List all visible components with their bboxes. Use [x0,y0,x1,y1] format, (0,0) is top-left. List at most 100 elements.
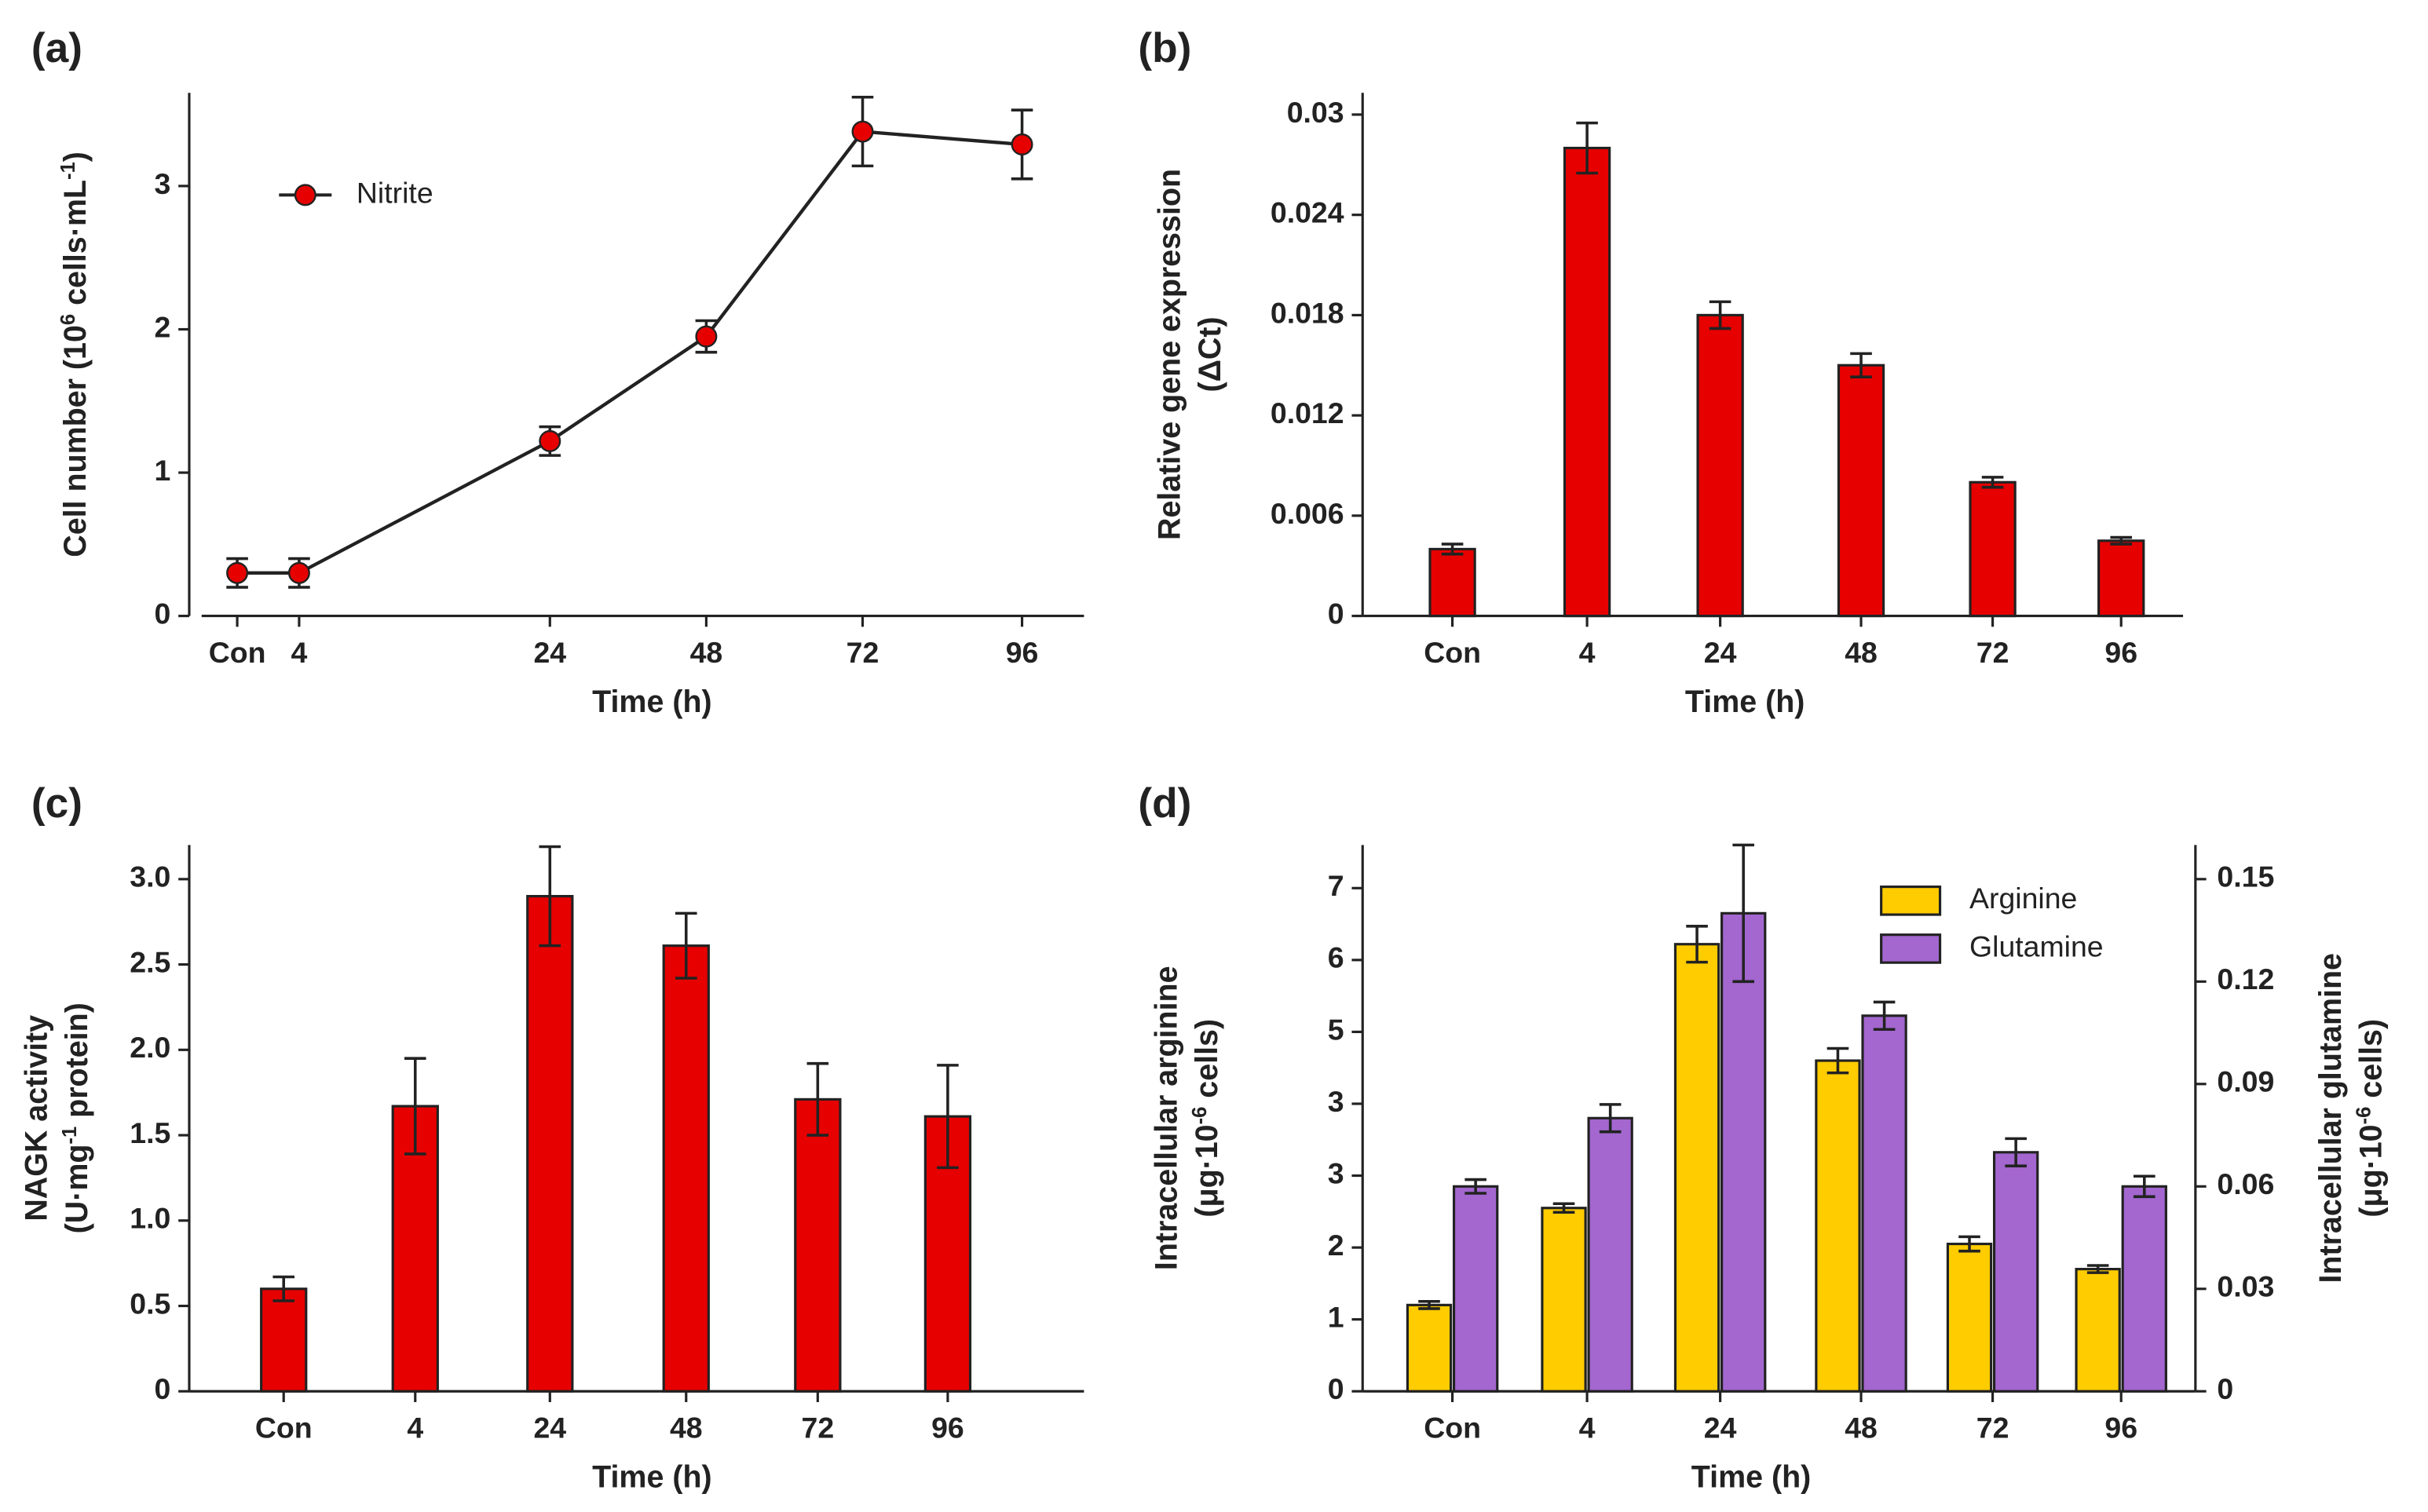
bar [1946,1242,1993,1393]
x-tick-label: 48 [1845,1411,1878,1444]
axis-title: (μg·10-6 cells) [1189,1019,1224,1218]
axis-title-part: Cell number (10 [58,325,93,557]
y-tick-label: 3 [154,167,170,200]
x-axis-title: Time (h) [1685,685,1805,719]
bar [1587,1116,1633,1393]
bar [1428,547,1476,618]
y-tick-label: 0.018 [1271,296,1344,329]
x-tick-label: 24 [533,636,566,669]
axis-title-superscript: -1 [57,162,79,180]
bar [2121,1185,2167,1393]
y-tick-label: 0 [154,1372,170,1405]
x-tick-label: 4 [1579,636,1596,669]
x-tick-label: 24 [1704,636,1737,669]
y-tick-label: 1 [154,454,170,487]
x-tick-label: 48 [690,636,723,669]
x-tick-label: Con [255,1411,313,1444]
axis-title-part: protein) [60,1003,94,1127]
axis-title-superscript: -6 [1189,1107,1211,1125]
x-tick-label: 24 [1704,1411,1737,1444]
panel-label: (c) [31,780,82,827]
axis-title-part: Relative gene expression [1153,169,1187,540]
axis-title: (ΔCt) [1193,316,1227,392]
bar [1696,313,1744,618]
y2-tick-label: 0 [2217,1372,2233,1405]
axis-title-part: cells) [1190,1019,1224,1107]
y-tick-label: 3 [1328,1085,1344,1118]
y-tick-label: 0.006 [1271,497,1344,530]
axis-title-part: cells·mL [58,180,93,314]
x-tick-label: Con [1424,636,1481,669]
axis-title: NAGK activity [20,1015,54,1222]
x-axis-title: Time (h) [592,1459,712,1494]
legend-swatch [1880,933,1942,964]
marker [851,120,874,143]
axis-title-part: (ΔCt) [1193,316,1227,392]
y2-tick-label: 0.09 [2217,1065,2274,1098]
x-tick-label: Con [209,636,266,669]
x-tick-label: 48 [1845,636,1878,669]
panel-label: (d) [1138,780,1191,827]
legend-label: Nitrite [357,176,433,209]
axis-title-part: Intracellular arginine [1150,966,1184,1270]
y2-tick-label: 0.15 [2217,860,2274,893]
x-tick-label: 4 [1579,1411,1596,1444]
y-tick-label: 2 [1328,1229,1344,1262]
x-tick-label: 96 [931,1411,964,1444]
line [237,130,1022,575]
y-tick-label: 0.5 [130,1287,170,1320]
axis-title-superscript: -1 [59,1127,81,1145]
x-tick-label: 72 [847,636,879,669]
y-tick-label: 0.024 [1271,196,1344,229]
marker [695,325,718,348]
axis-title: (μg·10-6 cells) [2353,1019,2388,1218]
x-tick-label: 96 [1006,636,1039,669]
bar [1837,363,1885,618]
axis-title-part: (μg·10 [2353,1124,2388,1217]
legend-label: Arginine [1969,882,2077,915]
axis-title: Intracellular glutamine [2313,953,2348,1283]
bar [1815,1059,1861,1393]
axis-title-superscript: 6 [57,314,79,325]
y-tick-label: 1 [1328,1301,1344,1334]
bar [2075,1268,2121,1393]
y-tick-label: 3.0 [130,860,170,893]
legend-swatch [1880,886,1942,916]
y-tick-label: 1.0 [130,1202,170,1235]
marker [287,561,310,584]
y2-tick-label: 0.12 [2217,962,2274,995]
y-tick-label: 2.0 [130,1031,170,1064]
marker [539,429,561,452]
panel-label: (b) [1138,25,1191,71]
x-tick-label: 96 [2104,1411,2137,1444]
x-tick-label: 72 [1976,636,2009,669]
axis-title-part: ) [58,152,93,162]
bar [1861,1014,1907,1393]
axis-title: Cell number (106 cells·mL-1) [57,152,93,557]
axis-title-part: Intracellular glutamine [2313,953,2348,1283]
marker [226,561,249,584]
bar [1673,943,1720,1393]
bar [526,895,574,1393]
axis-title: (U·mg-1 protein) [59,1003,94,1233]
x-tick-label: 96 [2104,636,2137,669]
x-tick-label: 4 [291,636,308,669]
bar [794,1097,842,1393]
bar [260,1287,308,1393]
axis-title-part: (U·mg [60,1145,94,1234]
y-tick-label: 5 [1328,1013,1344,1046]
y-tick-label: 0 [1328,597,1344,630]
x-tick-label: 72 [802,1411,835,1444]
axis-title-part: cells) [2353,1019,2388,1107]
y-tick-label: 0 [154,597,170,630]
x-tick-label: 48 [670,1411,703,1444]
y2-tick-label: 0.06 [2217,1167,2274,1200]
y-tick-label: 0.03 [1287,96,1344,129]
y-tick-label: 2.5 [130,945,170,978]
bar [662,944,710,1393]
x-axis-title: Time (h) [1691,1459,1812,1494]
panel-label: (a) [31,25,82,71]
bar [2097,539,2145,618]
